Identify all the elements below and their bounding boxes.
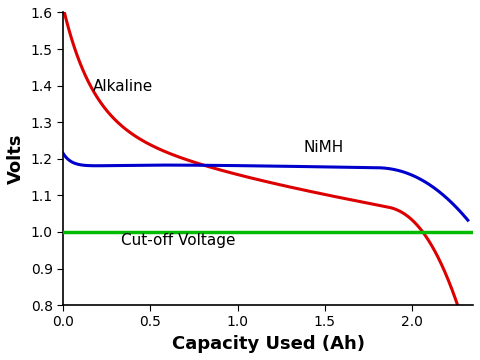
- Text: Alkaline: Alkaline: [93, 79, 153, 94]
- X-axis label: Capacity Used (Ah): Capacity Used (Ah): [171, 335, 364, 353]
- Y-axis label: Volts: Volts: [7, 134, 25, 184]
- Text: Cut-off Voltage: Cut-off Voltage: [120, 233, 235, 248]
- Text: NiMH: NiMH: [304, 140, 344, 155]
